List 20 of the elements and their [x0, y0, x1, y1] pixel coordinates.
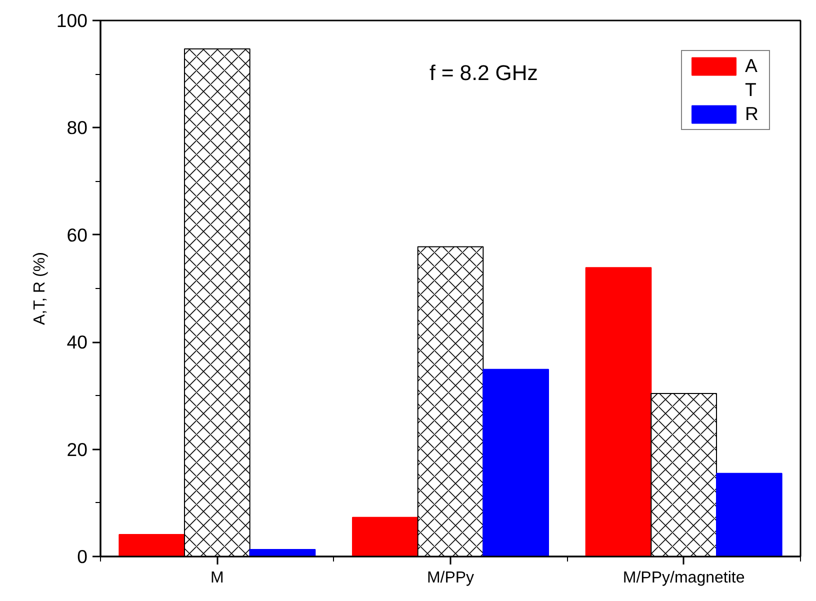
bar	[585, 267, 652, 556]
y-tick-label: 0	[77, 546, 88, 567]
y-tick-label: 80	[66, 117, 88, 138]
legend-label: R	[745, 103, 760, 125]
annotation: f = 8.2 GHz	[430, 60, 538, 85]
text: T	[745, 79, 758, 101]
y-tick-label: 60	[66, 224, 88, 246]
bar	[716, 472, 782, 556]
y-tick-label: 40	[66, 332, 88, 353]
y-tick-label: 20	[66, 438, 88, 460]
x-tick-label: M/PPy	[426, 570, 474, 586]
bar	[249, 549, 316, 556]
legend-label: A	[745, 55, 758, 77]
y-tick-label: 100	[56, 10, 88, 31]
y-axis-title: A,T, R (%)	[31, 252, 48, 325]
x-tick-label: M/PPy/magnetite	[622, 570, 745, 586]
bar	[352, 516, 418, 556]
bar	[482, 368, 549, 556]
bar	[118, 534, 185, 556]
x-tick-label: M	[210, 570, 224, 586]
